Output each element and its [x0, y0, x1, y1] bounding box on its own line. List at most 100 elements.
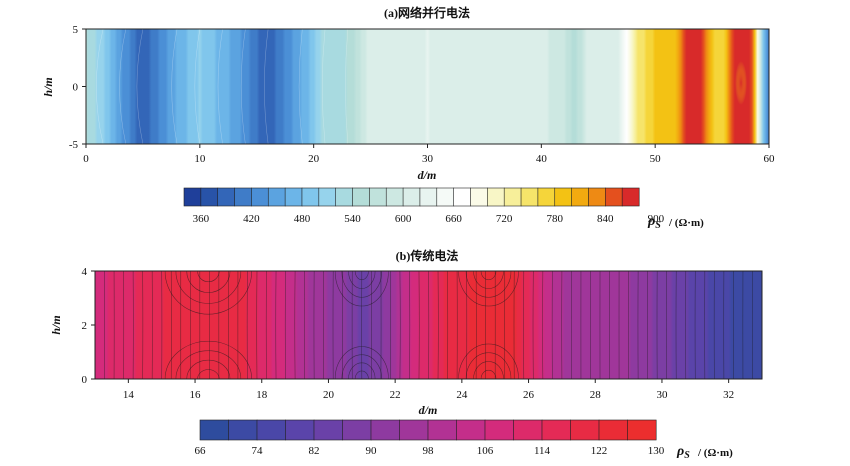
colorbar-swatch	[200, 187, 219, 207]
colorbar-swatch	[234, 187, 252, 207]
colorbar-swatch	[284, 187, 303, 207]
colorbar-tick-label: 540	[344, 213, 361, 225]
colorbar-swatch	[598, 419, 629, 441]
x-tick-label: 60	[764, 153, 776, 165]
band-boundary	[217, 29, 223, 144]
chart-a-y-ticks: 5 0 -5	[69, 24, 86, 151]
colorbar-swatch	[369, 187, 387, 207]
colorbar-swatch	[503, 187, 522, 207]
colorbar-swatch	[537, 187, 556, 207]
colorbar-swatch	[470, 187, 488, 207]
y-tick-label: 0	[73, 82, 79, 94]
colorbar-tick-label: 660	[445, 213, 462, 225]
colorbar-tick-label: 780	[546, 213, 563, 225]
colorbar-tick-label: 82	[309, 445, 320, 457]
contour-loop	[335, 236, 388, 306]
colorbar-tick-label: 98	[423, 445, 435, 457]
contour-loop	[335, 347, 388, 412]
contour-loop	[348, 253, 375, 288]
colorbar-tick-label: 720	[496, 213, 513, 225]
x-tick-label: 30	[656, 389, 668, 401]
colorbar-swatch	[513, 419, 543, 441]
band-boundary	[322, 29, 326, 144]
colorbar-swatch	[352, 187, 370, 207]
chart-b-colorbar-ticks: 66 74 82 90 98 106 114 122 130	[195, 445, 665, 457]
colorbar-swatch	[228, 419, 258, 441]
band-boundary	[345, 29, 349, 144]
x-tick-label: 10	[194, 153, 206, 165]
band-boundary	[136, 29, 144, 144]
x-tick-label: 28	[590, 389, 602, 401]
contour-loop	[187, 249, 230, 292]
colorbar-tick-label: 114	[534, 445, 551, 457]
band-boundary	[194, 29, 201, 144]
contour-loop	[187, 360, 230, 398]
chart-a: (a)网络并行电法 0 10 20 30 40 50 60 50-5 d/m h/m 360…	[41, 5, 775, 231]
chart-a-contours	[96, 29, 349, 144]
chart-a-field	[86, 29, 769, 144]
y-tick-label: 0	[82, 374, 88, 386]
chart-b-ylabel: h/m	[49, 315, 63, 334]
colorbar-tick-label: 840	[597, 213, 614, 225]
x-tick-label: 0	[83, 153, 89, 165]
colorbar-swatch	[199, 419, 230, 441]
x-tick-label: 30	[422, 153, 434, 165]
colorbar-swatch	[604, 187, 623, 207]
y-tick-label: 4	[82, 266, 88, 278]
chart-b-colorbar	[199, 419, 657, 441]
chart-b-colorbar-unit: / (Ω·m)	[697, 447, 733, 459]
chart-b-contours	[104, 236, 753, 412]
contour-loop	[481, 370, 496, 388]
chart-a-hotspot	[735, 61, 747, 105]
colorbar-swatch	[318, 187, 337, 207]
colorbar-tick-label: 122	[591, 445, 608, 457]
contour-loop	[474, 361, 504, 396]
colorbar-swatch	[588, 187, 606, 207]
contour-loop	[342, 355, 382, 404]
chart-b-colorbar-symbol: ρS	[676, 444, 690, 461]
x-tick-label: 22	[390, 389, 401, 401]
chart-b-xlabel: d/m	[419, 403, 438, 417]
colorbar-tick-label: 480	[294, 213, 311, 225]
x-tick-label: 40	[536, 153, 548, 165]
colorbar-swatch	[217, 187, 236, 207]
colorbar-tick-label: 106	[477, 445, 494, 457]
colorbar-tick-label: 420	[243, 213, 260, 225]
x-tick-label: 20	[308, 153, 320, 165]
chart-b-rho-subscript: S	[684, 450, 690, 461]
chart-b-title: (b)传统电法	[396, 248, 459, 263]
colorbar-tick-label: 360	[193, 213, 210, 225]
colorbar-swatch	[554, 187, 573, 207]
band-boundary	[264, 29, 269, 144]
colorbar-swatch	[570, 419, 600, 441]
colorbar-swatch	[399, 419, 429, 441]
colorbar-swatch	[251, 187, 269, 207]
chart-a-rho: ρ	[647, 214, 655, 229]
x-tick-label: 18	[256, 389, 268, 401]
chart-a-colorbar	[183, 187, 640, 207]
colorbar-swatch	[256, 419, 287, 441]
colorbar-swatch	[571, 187, 589, 207]
colorbar-tick-label: 66	[195, 445, 207, 457]
colorbar-swatch	[183, 187, 202, 207]
band-boundary	[171, 29, 178, 144]
y-tick-label: 2	[82, 320, 88, 332]
y-tick-label: -5	[69, 139, 79, 151]
band-boundary	[298, 29, 303, 144]
contour-loop	[474, 253, 504, 288]
chart-b-rho: ρ	[676, 444, 684, 459]
colorbar-swatch	[427, 419, 458, 441]
colorbar-tick-label: 90	[366, 445, 378, 457]
colorbar-tick-label: 74	[252, 445, 264, 457]
colorbar-swatch	[419, 187, 438, 207]
colorbar-swatch	[627, 419, 657, 441]
colorbar-swatch	[301, 187, 320, 207]
band-boundary	[96, 29, 104, 144]
y-tick-label: 5	[73, 24, 79, 36]
chart-a-ylabel: h/m	[41, 77, 55, 96]
chart-a-title: (a)网络并行电法	[384, 5, 470, 20]
chart-b-y-ticks: 4 2 0	[82, 266, 95, 386]
colorbar-swatch	[487, 187, 505, 207]
colorbar-swatch	[621, 187, 640, 207]
chart-a-x-ticks: 0 10 20 30 40 50 60	[83, 144, 775, 165]
